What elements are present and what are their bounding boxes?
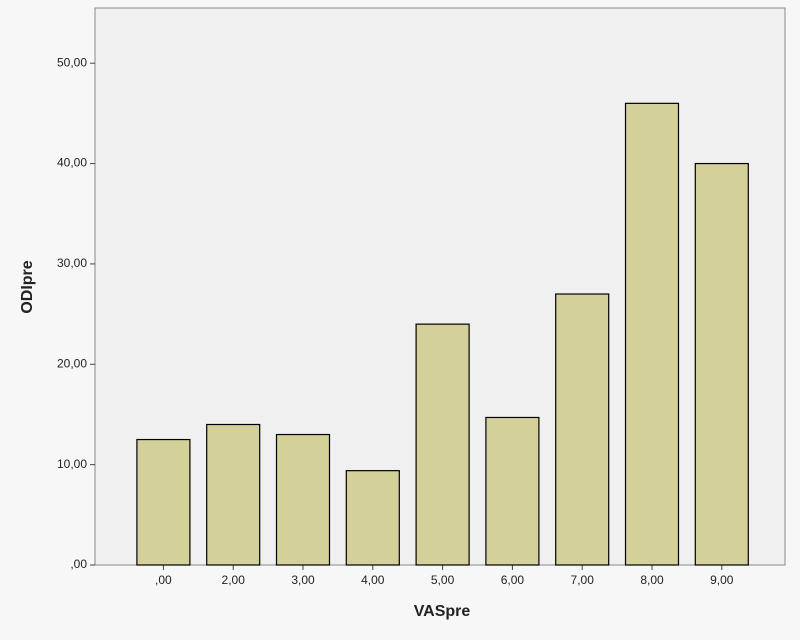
x-tick-label: 6,00: [501, 573, 525, 587]
y-tick-label: ,00: [70, 557, 87, 571]
bar: [275, 433, 331, 566]
bar: [555, 293, 610, 566]
x-tick-label: 7,00: [571, 573, 595, 587]
bar: [415, 323, 470, 566]
x-tick-label: 5,00: [431, 573, 455, 587]
bar: [136, 438, 191, 566]
x-tick-label: 3,00: [291, 573, 315, 587]
x-axis-title: VASpre: [414, 603, 471, 620]
y-tick-label: 50,00: [57, 55, 87, 69]
bar: [624, 102, 680, 566]
bar: [694, 162, 749, 566]
x-tick-label: 8,00: [640, 573, 664, 587]
y-tick-label: 10,00: [57, 457, 87, 471]
y-axis-title: ODIpre: [19, 260, 36, 313]
x-tick-label: 9,00: [710, 573, 734, 587]
bar: [206, 423, 261, 566]
x-tick-label: 2,00: [222, 573, 246, 587]
y-tick-label: 40,00: [57, 156, 87, 170]
x-tick-label: 4,00: [361, 573, 385, 587]
x-tick-label: ,00: [155, 573, 172, 587]
bar: [485, 416, 540, 566]
bar: [345, 470, 400, 566]
y-tick-label: 20,00: [57, 356, 87, 370]
y-tick-label: 30,00: [57, 256, 87, 270]
